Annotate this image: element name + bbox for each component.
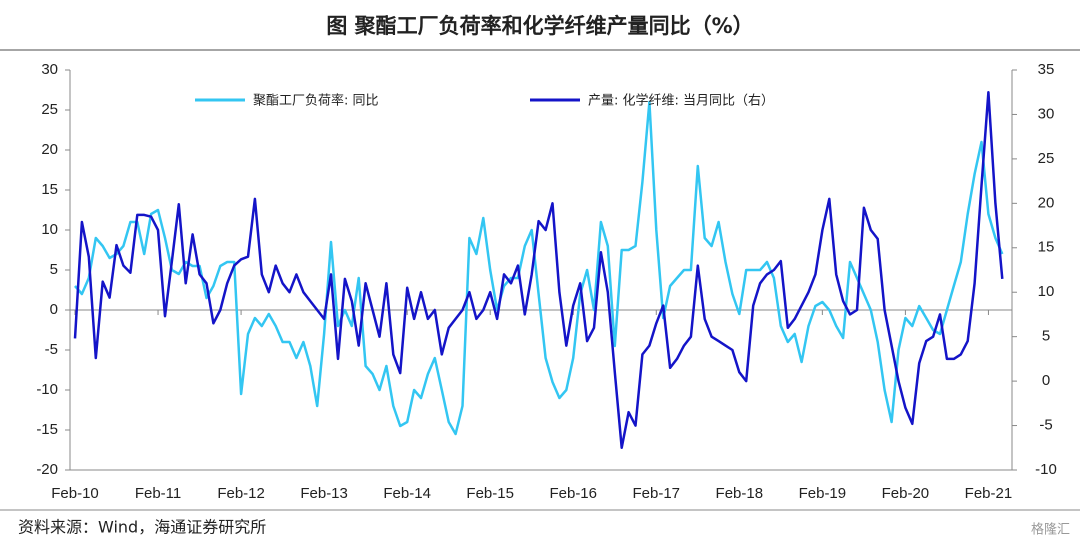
y2-tick-label: 10 (1038, 283, 1055, 300)
x-tick-label: Feb-14 (383, 485, 431, 502)
x-tick-label: Feb-19 (799, 485, 847, 502)
y-tick-label: -15 (36, 421, 58, 438)
y2-tick-label: -5 (1039, 417, 1052, 434)
y-tick-label: 15 (41, 181, 58, 198)
y2-tick-label: 20 (1038, 194, 1055, 211)
y2-tick-label: 35 (1038, 61, 1055, 78)
x-tick-label: Feb-10 (51, 485, 99, 502)
y-tick-label: -10 (36, 381, 58, 398)
y2-tick-label: -10 (1035, 461, 1057, 478)
series-line (73, 90, 1004, 450)
y-tick-label: 25 (41, 101, 58, 118)
legend-label: 聚酯工厂负荷率: 同比 (253, 93, 379, 109)
y-tick-label: 5 (50, 261, 58, 278)
y-tick-label: 20 (41, 141, 58, 158)
y-tick-label: -20 (36, 461, 58, 478)
x-tick-label: Feb-16 (549, 485, 597, 502)
y2-tick-label: 5 (1042, 328, 1050, 345)
y-tick-label: 0 (50, 301, 58, 318)
y-tick-label: 30 (41, 61, 58, 78)
x-tick-label: Feb-13 (300, 485, 348, 502)
watermark: 格隆汇 (1031, 522, 1070, 538)
x-tick-label: Feb-15 (466, 485, 514, 502)
legend-label: 产量: 化学纤维: 当月同比（右） (588, 93, 774, 109)
x-tick-label: Feb-17 (633, 485, 681, 502)
x-tick-label: Feb-21 (965, 485, 1013, 502)
y-tick-label: 10 (41, 221, 58, 238)
y2-tick-label: 15 (1038, 239, 1055, 256)
y2-tick-label: 25 (1038, 150, 1055, 167)
y2-tick-label: 30 (1038, 105, 1055, 122)
x-tick-label: Feb-18 (716, 485, 764, 502)
x-tick-label: Feb-20 (882, 485, 930, 502)
x-tick-label: Feb-11 (135, 485, 181, 502)
chart-title: 图 聚酯工厂负荷率和化学纤维产量同比（%） (326, 14, 753, 38)
y2-tick-label: 0 (1042, 372, 1050, 389)
y-tick-label: -5 (45, 341, 58, 358)
x-tick-label: Feb-12 (217, 485, 265, 502)
source: 资料来源：Wind，海通证券研究所 (18, 518, 266, 537)
series-line (74, 100, 1004, 436)
